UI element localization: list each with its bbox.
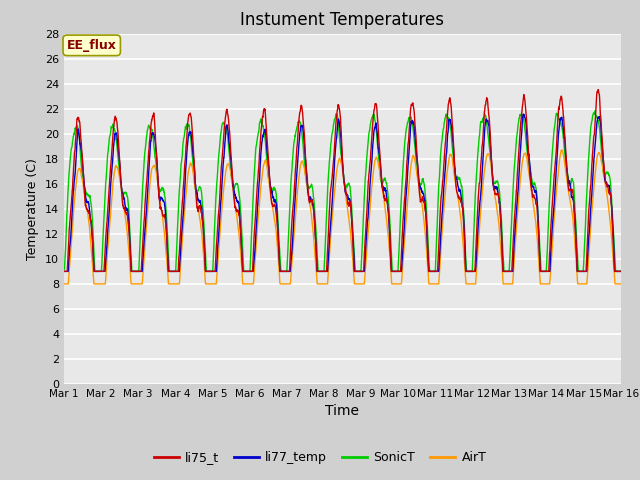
Text: EE_flux: EE_flux bbox=[67, 39, 116, 52]
Title: Instument Temperatures: Instument Temperatures bbox=[241, 11, 444, 29]
Y-axis label: Temperature (C): Temperature (C) bbox=[26, 158, 39, 260]
X-axis label: Time: Time bbox=[325, 405, 360, 419]
Legend: li75_t, li77_temp, SonicT, AirT: li75_t, li77_temp, SonicT, AirT bbox=[148, 446, 492, 469]
